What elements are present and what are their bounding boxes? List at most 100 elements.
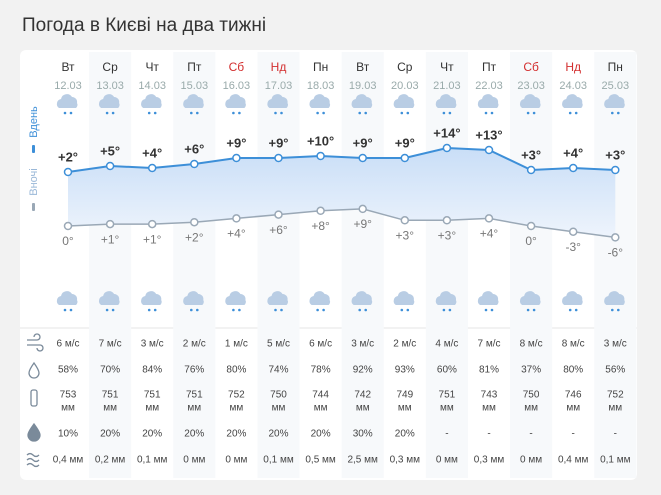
day-label: Вдень: [28, 106, 40, 138]
precip-chance: 20%: [142, 429, 162, 440]
night-icon: [562, 291, 583, 312]
precip: 0,3 мм: [390, 455, 421, 466]
pressure-unit: мм: [230, 403, 244, 414]
cloud: [98, 94, 120, 108]
day-name: Сб: [523, 60, 539, 74]
column-stripe: [341, 52, 384, 478]
cloud: [183, 94, 204, 108]
day-name: Пт: [187, 60, 202, 74]
pressure: 753: [60, 390, 77, 401]
day-date: 23.03: [517, 80, 545, 92]
cloud: [393, 291, 415, 305]
day-icon: [604, 94, 625, 115]
precip: 0,4 мм: [558, 455, 589, 466]
day-name: Чт: [440, 60, 454, 74]
precip: 0,4 мм: [53, 455, 84, 466]
cloud: [604, 94, 625, 108]
day-date: 21.03: [433, 80, 461, 92]
drop: [400, 308, 404, 312]
drop: [190, 308, 193, 312]
day-temp: +9°: [353, 135, 373, 150]
night-point: [484, 214, 494, 223]
wind: 3 м/с: [604, 339, 627, 350]
precip-chance: -: [487, 429, 490, 440]
drop: [63, 308, 67, 312]
day-name: Ср: [397, 60, 413, 74]
drop: [484, 308, 488, 312]
drop: [63, 111, 67, 115]
night-point: [611, 233, 620, 242]
drop: [364, 308, 368, 312]
wind: 6 м/с: [309, 339, 332, 350]
wind: 8 м/с: [562, 339, 585, 350]
humidity: 37%: [521, 365, 541, 376]
humidity: 93%: [395, 365, 415, 376]
precip-chance: -: [614, 429, 617, 440]
day-name: Нд: [271, 60, 287, 74]
wind: 5 м/с: [267, 339, 290, 350]
precip-chance: 30%: [353, 429, 373, 440]
pressure-unit: мм: [145, 403, 159, 414]
precip: 0 мм: [225, 455, 247, 466]
column-stripe: [425, 52, 468, 478]
pressure-unit: мм: [187, 403, 201, 414]
drop: [442, 308, 446, 312]
pressure: 744: [312, 390, 329, 401]
night-temp: +4°: [480, 227, 499, 241]
day-point: [484, 145, 494, 155]
cloud: [351, 291, 373, 305]
night-temp: +1°: [101, 232, 120, 246]
day-temp: +9°: [268, 135, 288, 150]
cloud: [435, 94, 457, 108]
cloud: [604, 291, 625, 305]
drop: [69, 308, 73, 312]
wind: 6 м/с: [57, 339, 80, 350]
pressure-unit: мм: [314, 403, 328, 414]
day-temp: +13°: [475, 127, 502, 142]
night-point: [400, 216, 410, 225]
pressure-unit: мм: [482, 403, 496, 414]
day-temp: +3°: [521, 147, 541, 162]
cloud: [562, 94, 583, 108]
day-name: Вт: [61, 60, 75, 74]
drop: [568, 308, 572, 312]
drop: [105, 308, 109, 312]
night-icon: [183, 291, 204, 312]
drop: [147, 308, 151, 312]
pressure-icon: [30, 389, 38, 407]
precip: 0,3 мм: [474, 455, 505, 466]
pressure-unit: мм: [398, 403, 412, 414]
drop: [400, 111, 404, 115]
pressure-unit: мм: [103, 403, 117, 414]
precip: 0 мм: [183, 455, 205, 466]
day-temp: +6°: [184, 141, 204, 156]
day-icon: [183, 94, 204, 115]
day-name: Пн: [608, 60, 623, 74]
drop: [322, 308, 325, 312]
pressure: 751: [102, 390, 119, 401]
night-point: [442, 216, 452, 225]
humidity: 80%: [226, 365, 246, 376]
drop: [358, 308, 362, 312]
day-name: Пт: [482, 60, 497, 74]
night-temp: 0°: [62, 234, 74, 248]
pressure: 751: [144, 390, 161, 401]
cloud: [351, 94, 373, 108]
drop: [274, 111, 277, 115]
night-temp: +3°: [396, 228, 415, 242]
day-date: 20.03: [391, 80, 419, 92]
column-stripe: [257, 52, 300, 478]
night-icon: [519, 291, 541, 312]
pressure-unit: мм: [608, 403, 622, 414]
day-date: 16.03: [223, 80, 251, 92]
day-name: Пн: [313, 60, 328, 74]
cloud: [225, 291, 246, 305]
drop: [69, 111, 73, 115]
cloud: [309, 291, 331, 305]
night-temp: +9°: [353, 217, 372, 231]
night-icon: [604, 291, 625, 312]
drop: [316, 111, 319, 115]
drop: [196, 111, 199, 115]
night-temp: +3°: [438, 228, 457, 242]
